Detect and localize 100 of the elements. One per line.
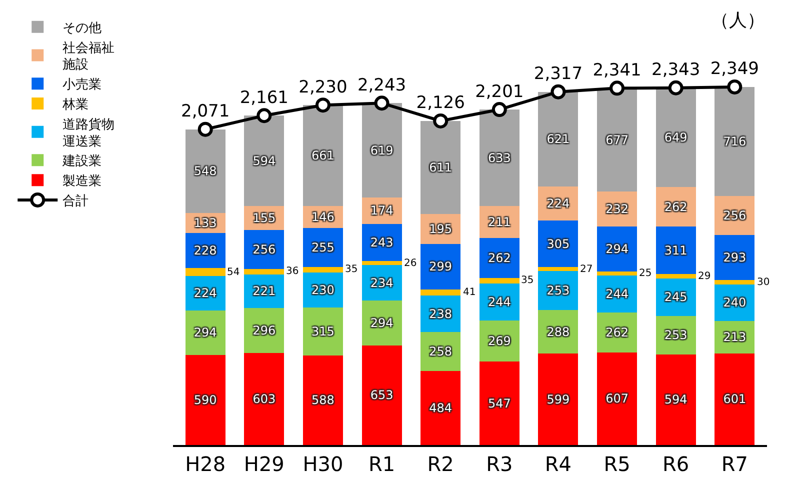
data-label: 258 xyxy=(429,344,452,359)
data-label: 256 xyxy=(252,242,276,256)
point xyxy=(610,80,625,96)
data-label: 234 xyxy=(370,276,394,290)
data-label: 2,230 xyxy=(298,77,348,98)
x-tick-label: R3 xyxy=(486,452,513,476)
data-label: 594 xyxy=(664,392,688,407)
data-label: 255 xyxy=(312,240,334,255)
data-label: 590 xyxy=(194,393,217,408)
data-label: 213 xyxy=(723,330,746,344)
bar xyxy=(597,352,638,445)
data-label: 29 xyxy=(698,271,711,282)
legend-label: 道路貨物運送業 xyxy=(62,117,115,150)
data-label: 211 xyxy=(488,215,511,230)
point xyxy=(727,79,742,94)
data-label: 41 xyxy=(463,287,476,298)
data-label: 262 xyxy=(664,200,688,214)
bar xyxy=(185,355,226,445)
point xyxy=(315,98,330,113)
x-tick-label: H29 xyxy=(244,452,284,476)
data-label: 611 xyxy=(429,160,452,175)
bar xyxy=(656,274,696,279)
bar xyxy=(597,272,638,276)
data-label: 294 xyxy=(370,316,394,330)
bar xyxy=(714,280,755,284)
legend-label: 製造業 xyxy=(62,174,102,190)
data-label: 221 xyxy=(252,284,276,298)
x-tick-label: R7 xyxy=(721,452,748,476)
data-label: 619 xyxy=(370,143,394,158)
bar xyxy=(479,362,520,445)
bar xyxy=(714,86,755,196)
x-tick-label: R4 xyxy=(544,452,572,476)
data-label: 224 xyxy=(194,286,217,300)
data-label: 315 xyxy=(312,324,334,338)
data-label: 2,349 xyxy=(710,59,759,80)
data-label: 594 xyxy=(252,154,276,168)
bar xyxy=(362,261,402,265)
data-label: 2,126 xyxy=(416,93,465,114)
data-label: 230 xyxy=(312,282,334,297)
data-label: 2,341 xyxy=(592,60,642,80)
data-label: 603 xyxy=(252,392,276,406)
legend-label: その他 xyxy=(62,20,102,36)
bar xyxy=(420,120,461,214)
data-label: 240 xyxy=(723,296,746,310)
point xyxy=(550,84,566,100)
data-label: 238 xyxy=(429,306,452,321)
data-label: 256 xyxy=(723,208,746,223)
x-tick-label: H30 xyxy=(302,452,344,476)
data-label: 653 xyxy=(370,388,394,402)
data-label: 288 xyxy=(546,324,570,339)
point xyxy=(492,102,507,118)
data-label: 296 xyxy=(252,324,276,338)
bar xyxy=(597,88,638,192)
bar xyxy=(420,289,461,296)
x-tick-label: R5 xyxy=(604,452,630,476)
bar xyxy=(362,345,402,445)
data-label: 36 xyxy=(286,266,299,277)
data-label: 54 xyxy=(227,267,240,278)
data-label: 133 xyxy=(194,216,217,230)
data-label: 2,317 xyxy=(534,64,583,84)
bar xyxy=(656,354,696,445)
point xyxy=(374,96,390,111)
data-label: 294 xyxy=(194,326,217,340)
data-label: 262 xyxy=(606,326,628,340)
bar xyxy=(244,268,284,274)
bar xyxy=(302,266,343,272)
bar xyxy=(714,353,755,445)
bar xyxy=(244,353,284,445)
data-label: 244 xyxy=(606,286,628,301)
point xyxy=(433,113,448,128)
data-label: 174 xyxy=(370,204,394,218)
data-label: 262 xyxy=(488,251,511,266)
data-label: 484 xyxy=(429,401,452,416)
data-label: 293 xyxy=(723,250,746,264)
data-label: 243 xyxy=(370,236,394,250)
data-label: 601 xyxy=(723,392,746,406)
data-label: 2,243 xyxy=(357,75,406,96)
annotation: （人） xyxy=(711,10,765,31)
legend-label: 社会福祉施設 xyxy=(62,40,115,73)
data-label: 599 xyxy=(546,392,570,406)
data-label: 2,161 xyxy=(240,88,288,108)
legend-label: 建設業 xyxy=(62,154,102,170)
data-label: 35 xyxy=(345,264,358,275)
bar xyxy=(302,355,343,445)
data-label: 26 xyxy=(404,258,417,269)
legend-label: 合計 xyxy=(62,194,89,210)
data-label: 2,201 xyxy=(475,82,524,102)
data-label: 607 xyxy=(606,392,628,406)
bar xyxy=(420,371,461,445)
data-label: 677 xyxy=(606,132,628,147)
data-label: 244 xyxy=(488,295,511,310)
point xyxy=(668,80,684,96)
data-label: 299 xyxy=(429,260,452,274)
data-label: 155 xyxy=(252,210,276,225)
data-label: 224 xyxy=(546,196,570,211)
data-label: 294 xyxy=(606,242,628,256)
data-label: 311 xyxy=(664,243,688,258)
legend-label: 林業 xyxy=(62,98,89,113)
data-label: 633 xyxy=(488,150,511,165)
data-label: 146 xyxy=(312,210,334,224)
